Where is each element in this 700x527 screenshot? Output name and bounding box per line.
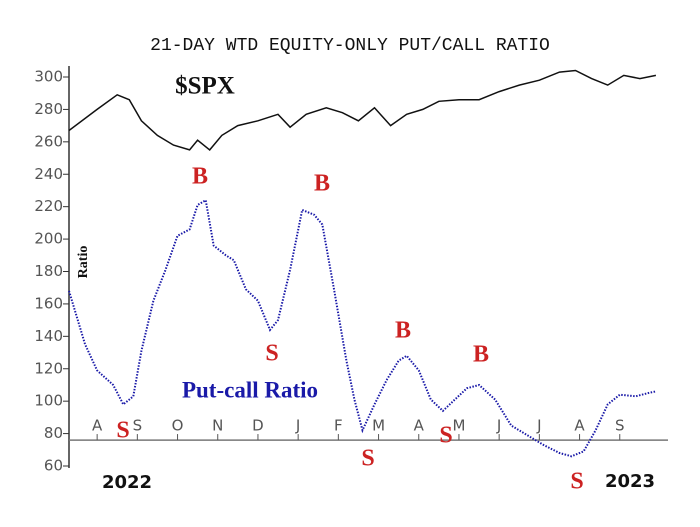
series-label: Put-call Ratio <box>182 377 318 402</box>
y-tick-label: 160 <box>34 294 63 312</box>
signal-label: B <box>192 164 208 190</box>
x-tick-label: O <box>172 417 184 435</box>
y-tick-label: 120 <box>34 359 63 377</box>
y-tick-label: 180 <box>34 262 63 280</box>
y-tick-label: 220 <box>34 197 63 215</box>
chart-title: 21-DAY WTD EQUITY-ONLY PUT/CALL RATIO <box>150 36 550 56</box>
x-tick-label: S <box>615 417 625 435</box>
signal-label: S <box>361 446 374 472</box>
x-tick-label: M <box>452 417 465 435</box>
signal-label: B <box>473 342 489 368</box>
y-tick-label: 300 <box>34 68 63 86</box>
x-tick-label: A <box>574 417 585 435</box>
x-tick-label: J <box>496 417 501 435</box>
x-tick-label: S <box>133 417 143 435</box>
y-tick-label: 240 <box>34 165 63 183</box>
signal-label: S <box>570 469 583 495</box>
signal-label: S <box>116 418 129 444</box>
signal-label: B <box>314 171 330 197</box>
x-tick-label: J <box>536 417 541 435</box>
x-tick-label: M <box>372 417 385 435</box>
y-tick-label: 280 <box>34 100 63 118</box>
x-tick-label: A <box>414 417 425 435</box>
y-tick-label: 80 <box>44 424 63 442</box>
x-tick-label: A <box>92 417 103 435</box>
signal-label: S <box>439 423 452 449</box>
series-line <box>68 198 657 458</box>
x-tick-label: J <box>295 417 300 435</box>
ratio-axis-label: Ratio <box>76 246 91 279</box>
y-tick-label: 140 <box>34 327 63 345</box>
x-tick-label: F <box>334 417 343 435</box>
y-tick-label: 100 <box>34 392 63 410</box>
series-line <box>68 69 657 151</box>
y-tick-label: 60 <box>44 457 63 475</box>
year-label: 2023 <box>605 471 655 492</box>
signal-label: S <box>265 341 278 367</box>
x-tick-label: N <box>212 417 223 435</box>
spx-label: $SPX <box>175 73 235 100</box>
y-tick-label: 200 <box>34 230 63 248</box>
y-tick-label: 260 <box>34 132 63 150</box>
x-tick-label: D <box>252 417 264 435</box>
signal-label: B <box>395 318 411 344</box>
year-label: 2022 <box>102 472 152 493</box>
